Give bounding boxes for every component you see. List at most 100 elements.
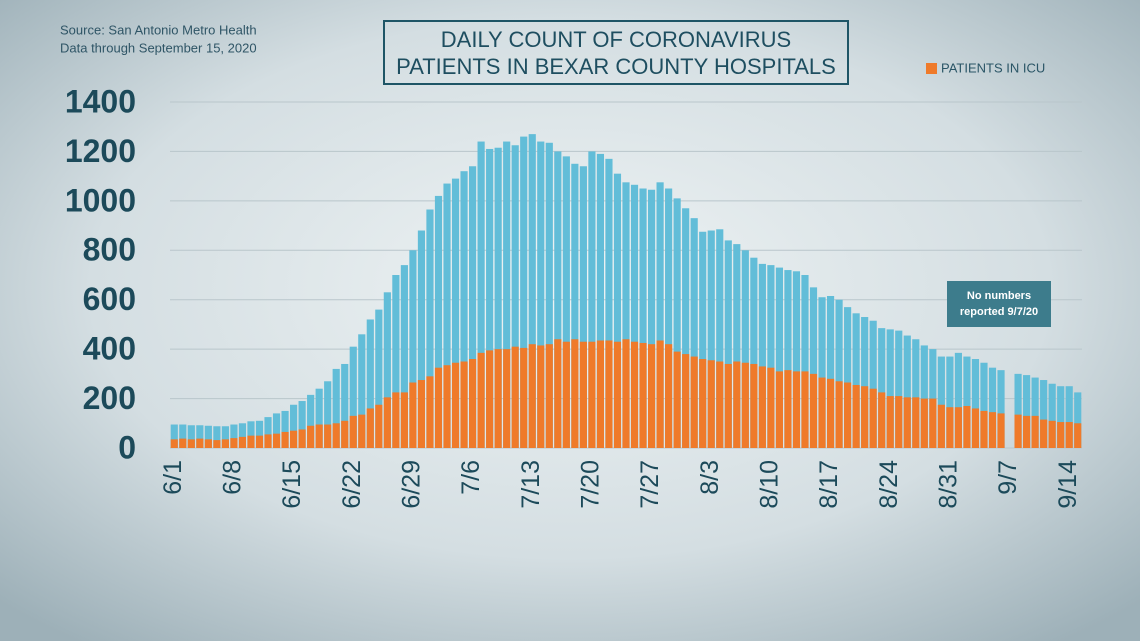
bar [639, 342, 647, 448]
bar [562, 156, 570, 448]
bar [503, 349, 511, 448]
bar [571, 339, 579, 448]
bar [622, 182, 630, 449]
bar [809, 287, 818, 448]
bar [596, 153, 605, 448]
bar [324, 424, 332, 448]
bar [699, 359, 707, 448]
bar [1040, 419, 1048, 448]
x-tick-label: 6/22 [338, 460, 366, 509]
bar [869, 388, 877, 448]
chart-title: PATIENTS IN BEXAR COUNTY HOSPITALS [396, 54, 836, 79]
bar [486, 148, 494, 448]
bar [809, 373, 818, 448]
bar [494, 349, 502, 448]
bar [281, 410, 289, 448]
bar [647, 189, 656, 448]
bar [272, 433, 281, 448]
bar [520, 347, 528, 448]
bar [946, 356, 954, 448]
bar [1031, 377, 1039, 448]
bar [204, 425, 212, 448]
bar [980, 410, 988, 448]
bar [963, 356, 971, 448]
bar [758, 263, 766, 448]
bar [400, 265, 408, 448]
bar [665, 188, 673, 448]
bar [281, 431, 289, 448]
bar [988, 367, 997, 448]
bar [264, 417, 272, 448]
bar [264, 434, 272, 448]
bar [179, 424, 187, 448]
bar [409, 250, 417, 448]
bar [1048, 420, 1056, 448]
bar [912, 397, 920, 448]
bar [844, 307, 852, 448]
bar [673, 351, 681, 448]
bar [213, 426, 221, 448]
bar [247, 421, 255, 448]
bar [733, 361, 741, 448]
bar [852, 384, 860, 448]
bar [545, 344, 553, 448]
bar [520, 136, 528, 448]
bar [187, 439, 195, 448]
bar [409, 382, 417, 448]
bar [818, 377, 826, 448]
bar [741, 362, 749, 448]
bar [826, 296, 835, 448]
bar [895, 330, 903, 448]
y-tick-label: 1400 [65, 83, 136, 119]
bar [605, 158, 613, 449]
bar [255, 420, 264, 448]
bar [588, 341, 596, 448]
bar [767, 265, 775, 448]
x-tick-label: 9/14 [1054, 460, 1082, 509]
bar [426, 376, 434, 448]
bar [554, 151, 562, 448]
bar [1014, 414, 1022, 448]
bar [826, 378, 835, 448]
bar [221, 439, 229, 448]
bar [1031, 415, 1039, 448]
bar [954, 352, 962, 448]
y-tick-label: 1000 [65, 182, 136, 218]
bar [349, 415, 357, 448]
bar [554, 339, 562, 448]
bar [238, 436, 247, 448]
bar [835, 381, 843, 448]
bar [341, 363, 349, 448]
bar [895, 396, 903, 448]
bar [844, 382, 852, 448]
bar [588, 151, 596, 448]
bar [307, 425, 315, 448]
bar [451, 362, 460, 448]
bar [707, 360, 715, 448]
bar [690, 356, 698, 448]
bar [1074, 423, 1082, 448]
bar [741, 250, 749, 448]
x-tick-label: 8/24 [875, 460, 903, 509]
bar [434, 195, 443, 448]
bar [298, 401, 306, 448]
bar [503, 141, 511, 449]
bar [801, 275, 809, 448]
bar [460, 171, 468, 448]
bar [1048, 383, 1056, 448]
bar [1065, 422, 1073, 448]
bar [332, 423, 340, 448]
bar [596, 340, 605, 448]
bar [733, 244, 741, 448]
bar [477, 141, 485, 449]
bar [699, 231, 707, 448]
bar [971, 359, 980, 448]
bar [255, 435, 264, 448]
bar [792, 271, 801, 448]
bar [903, 335, 911, 448]
y-tick-label: 200 [83, 380, 136, 416]
bar [1023, 415, 1031, 448]
bar [622, 339, 630, 448]
bar [451, 178, 460, 448]
